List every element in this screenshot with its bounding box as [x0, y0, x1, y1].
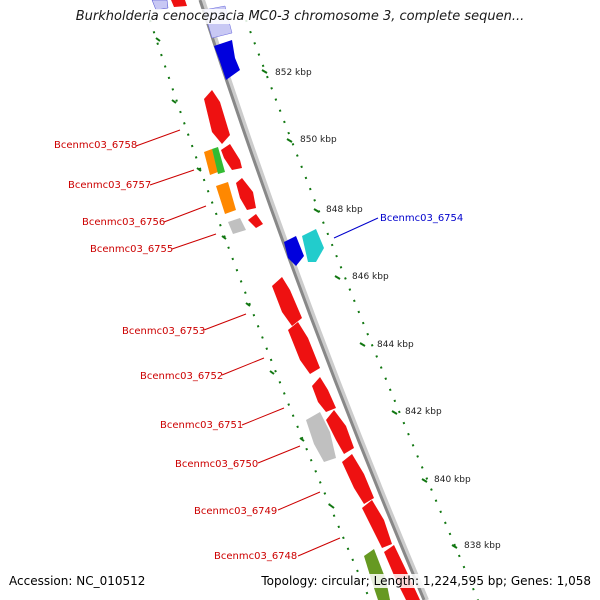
gene-label[interactable]: Bcenmc03_6748 [214, 551, 297, 562]
kbp-label: 852 kbp [275, 68, 312, 78]
inner-dotted-guide [149, 19, 371, 600]
gene-arrow[interactable] [204, 149, 218, 175]
gene-label[interactable]: Bcenmc03_6758 [54, 140, 137, 151]
label-leader [241, 407, 285, 426]
kbp-label: 840 kbp [434, 475, 471, 485]
label-leader [277, 491, 321, 511]
gene-arrow[interactable] [284, 236, 304, 266]
label-leader [149, 169, 195, 186]
label-leader [163, 205, 207, 223]
gene-arrow[interactable] [302, 229, 324, 262]
gene-label[interactable]: Bcenmc03_6756 [82, 217, 165, 228]
label-leader [333, 217, 379, 239]
gene-label[interactable]: Bcenmc03_6750 [175, 459, 258, 470]
gene-arrow[interactable] [214, 40, 240, 80]
genome-stats-text: Topology: circular; Length: 1,224,595 bp… [261, 574, 591, 588]
kbp-label: 842 kbp [405, 407, 442, 417]
inner-tick [245, 302, 251, 307]
gene-arrow[interactable] [326, 410, 354, 454]
gene-arrow[interactable] [228, 218, 246, 234]
kbp-label: 850 kbp [300, 135, 337, 145]
inner-tick [171, 99, 177, 104]
kbp-tick [261, 69, 268, 74]
label-leader [257, 445, 301, 464]
gene-label[interactable]: Bcenmc03_6753 [122, 326, 205, 337]
kbp-tick [451, 544, 458, 549]
gene-arrow[interactable] [204, 90, 230, 144]
gene-label[interactable]: Bcenmc03_6752 [140, 371, 223, 382]
gene-arrow[interactable] [151, 0, 169, 11]
label-leader [171, 233, 217, 250]
kbp-tick [359, 342, 366, 347]
inner-tick [155, 37, 161, 42]
kbp-label: 848 kbp [326, 205, 363, 215]
map-title: Burkholderia cenocepacia MC0-3 chromosom… [0, 9, 600, 24]
gene-label[interactable]: Bcenmc03_6757 [68, 180, 151, 191]
gene-arrow[interactable] [216, 182, 236, 214]
gene-arrow[interactable] [288, 322, 320, 374]
gene-arrow[interactable] [236, 178, 256, 210]
gene-label[interactable]: Bcenmc03_6755 [90, 244, 173, 255]
gene-arrow[interactable] [342, 454, 374, 504]
backbone-shadow [201, 0, 429, 600]
label-leader [221, 357, 265, 376]
inner-tick [329, 504, 335, 509]
label-leader [297, 537, 341, 557]
gene-arrow[interactable] [306, 412, 336, 462]
kbp-tick [313, 208, 320, 213]
label-leader [135, 129, 181, 147]
kbp-tick [334, 275, 341, 280]
label-leader [203, 313, 247, 331]
inner-tick [269, 370, 275, 375]
gene-arrow[interactable] [221, 144, 242, 170]
gene-arrow[interactable] [272, 277, 302, 326]
kbp-label: 844 kbp [377, 340, 414, 350]
kbp-label: 846 kbp [352, 272, 389, 282]
kbp-label: 838 kbp [464, 541, 501, 551]
kbp-tick [421, 478, 428, 483]
gene-arrow[interactable] [171, 0, 187, 7]
gene-label[interactable]: Bcenmc03_6751 [160, 420, 243, 431]
backbone-line [198, 0, 426, 600]
gene-arrow[interactable] [248, 214, 263, 228]
outer-dotted-guide [245, 19, 479, 600]
gene-arrow[interactable] [362, 500, 392, 548]
kbp-tick [391, 410, 398, 415]
kbp-tick [286, 138, 293, 143]
inner-tick [196, 167, 202, 172]
inner-tick [221, 235, 227, 240]
gene-label[interactable]: Bcenmc03_6749 [194, 506, 277, 517]
inner-tick [299, 437, 305, 442]
gene-arrow[interactable] [212, 147, 225, 174]
gene-arrow[interactable] [312, 377, 336, 412]
gene-label[interactable]: Bcenmc03_6754 [380, 213, 463, 224]
accession-text: Accession: NC_010512 [9, 574, 146, 588]
